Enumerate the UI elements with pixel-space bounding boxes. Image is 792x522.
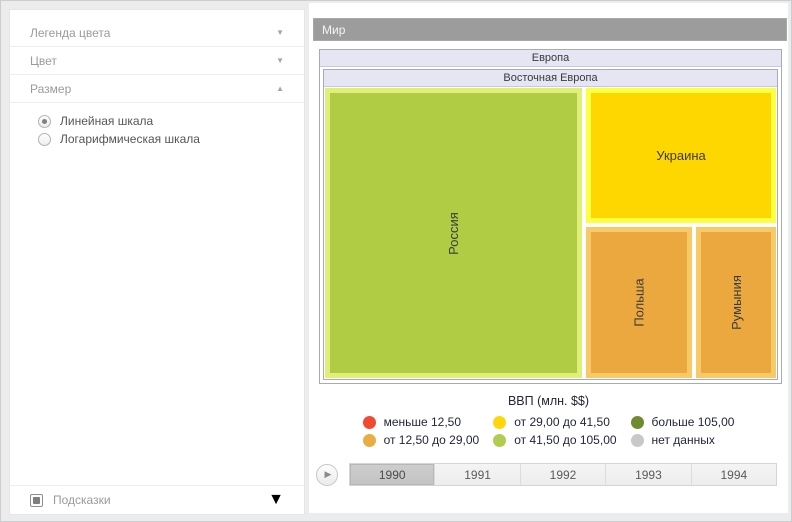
legend-item: от 12,50 до 29,00 (362, 433, 480, 447)
panel-color-label: Цвет (30, 53, 57, 68)
chevron-down-icon: ▼ (268, 491, 284, 508)
legend-dot-yellow-icon (493, 415, 507, 429)
legend-item: нет данных (630, 433, 735, 447)
legend-title: ВВП (млн. $$) (507, 394, 590, 408)
radio-log-scale-label: Логарифмическая шкала (60, 132, 200, 146)
year-selector: 1990 1991 1992 1993 1994 (349, 463, 777, 486)
legend-dot-darkgreen-icon (630, 415, 644, 429)
year-button-1992[interactable]: 1992 (521, 464, 607, 485)
treemap-root-bar[interactable]: Мир (313, 18, 787, 41)
poland-label: Польша (631, 278, 647, 327)
year-button-1994[interactable]: 1994 (720, 467, 748, 482)
treemap-root-label: Мир (322, 22, 346, 37)
legend-item-label: от 12,50 до 29,00 (383, 433, 480, 447)
treemap-right-column: Украина Польша Румыния (586, 88, 776, 378)
settings-sidebar: Легенда цвета ▼ Цвет ▼ Размер ▲ Линейная… (9, 9, 305, 515)
panel-tooltips-label: Подсказки (53, 493, 111, 507)
legend-item: от 29,00 до 41,50 (493, 415, 616, 429)
legend-item-label: от 41,50 до 105,00 (514, 433, 617, 447)
visualization-area: Мир Европа Восточная Европа Россия (309, 3, 788, 513)
russia-label: Россия (446, 211, 462, 255)
treemap-bottom-row: Польша Румыния (586, 226, 776, 378)
treemap-node-russia[interactable]: Россия (325, 88, 583, 378)
radio-log-scale[interactable]: Логарифмическая шкала (10, 130, 304, 148)
panel-tooltips[interactable]: Подсказки ▼ (10, 485, 304, 514)
legend-item: от 41,50 до 105,00 (493, 433, 617, 447)
legend-dot-orange-icon (362, 433, 376, 447)
radio-linear-scale[interactable]: Линейная шкала (10, 112, 304, 130)
radio-linear-scale-label: Линейная шкала (60, 114, 154, 128)
checkbox-fill-icon (33, 496, 40, 504)
treemap-group-europe-header[interactable]: Европа (320, 50, 781, 67)
panel-size-label: Размер (30, 81, 72, 96)
legend-item-label: нет данных (651, 433, 715, 447)
chevron-down-icon: ▼ (276, 28, 284, 37)
eastern-europe-label: Восточная Европа (503, 72, 598, 84)
europe-label: Европа (531, 52, 570, 64)
play-button[interactable]: ▶ (316, 463, 338, 486)
panel-color-legend[interactable]: Легенда цвета ▼ (10, 19, 304, 47)
color-legend: меньше 12,50 от 29,00 до 41,50 больше 10… (309, 415, 788, 447)
romania-label: Румыния (728, 275, 744, 330)
chevron-down-icon: ▼ (276, 56, 284, 65)
treemap-group-europe: Европа Восточная Европа Россия Украина (319, 49, 782, 384)
size-scale-options: Линейная шкала Логарифмическая шкала (10, 103, 304, 154)
legend-item-label: от 29,00 до 41,50 (514, 415, 610, 429)
treemap-node-romania[interactable]: Румыния (696, 226, 776, 378)
year-button-1993[interactable]: 1993 (606, 464, 692, 485)
panel-color[interactable]: Цвет ▼ (10, 47, 304, 75)
treemap-nodes: Россия Украина Польша Рум (324, 87, 777, 379)
treemap-node-poland[interactable]: Польша (586, 226, 693, 378)
legend-item-label: меньше 12,50 (383, 415, 462, 429)
legend-dot-lightgreen-icon (493, 433, 507, 447)
radio-selected-icon[interactable] (38, 114, 51, 128)
treemap-group-europe-body: Восточная Европа Россия Украина (320, 67, 781, 383)
legend-item: меньше 12,50 (362, 415, 480, 429)
treemap-node-ukraine[interactable]: Украина (586, 88, 776, 223)
panel-color-legend-label: Легенда цвета (30, 25, 111, 40)
play-icon: ▶ (324, 469, 332, 479)
panel-size[interactable]: Размер ▲ (10, 75, 304, 103)
treemap-group-eastern-europe-header[interactable]: Восточная Европа (324, 70, 777, 87)
legend-dot-red-icon (362, 415, 376, 429)
tooltips-checkbox[interactable] (30, 493, 43, 507)
ukraine-label: Украина (656, 147, 706, 163)
legend-dot-gray-icon (630, 433, 644, 447)
sidebar-spacer (10, 154, 304, 485)
year-button-1990[interactable]: 1990 (350, 464, 436, 485)
year-button-1991[interactable]: 1991 (435, 464, 521, 485)
timeline: ▶ 1990 1991 1992 1993 1994 (316, 463, 777, 486)
legend-item-label: больше 105,00 (651, 415, 735, 429)
radio-unselected-icon[interactable] (38, 132, 51, 146)
legend-item: больше 105,00 (630, 415, 735, 429)
treemap: Европа Восточная Европа Россия Украина (319, 49, 782, 384)
chevron-up-icon: ▲ (276, 84, 284, 93)
treemap-group-eastern-europe: Восточная Европа Россия Украина (323, 69, 778, 380)
